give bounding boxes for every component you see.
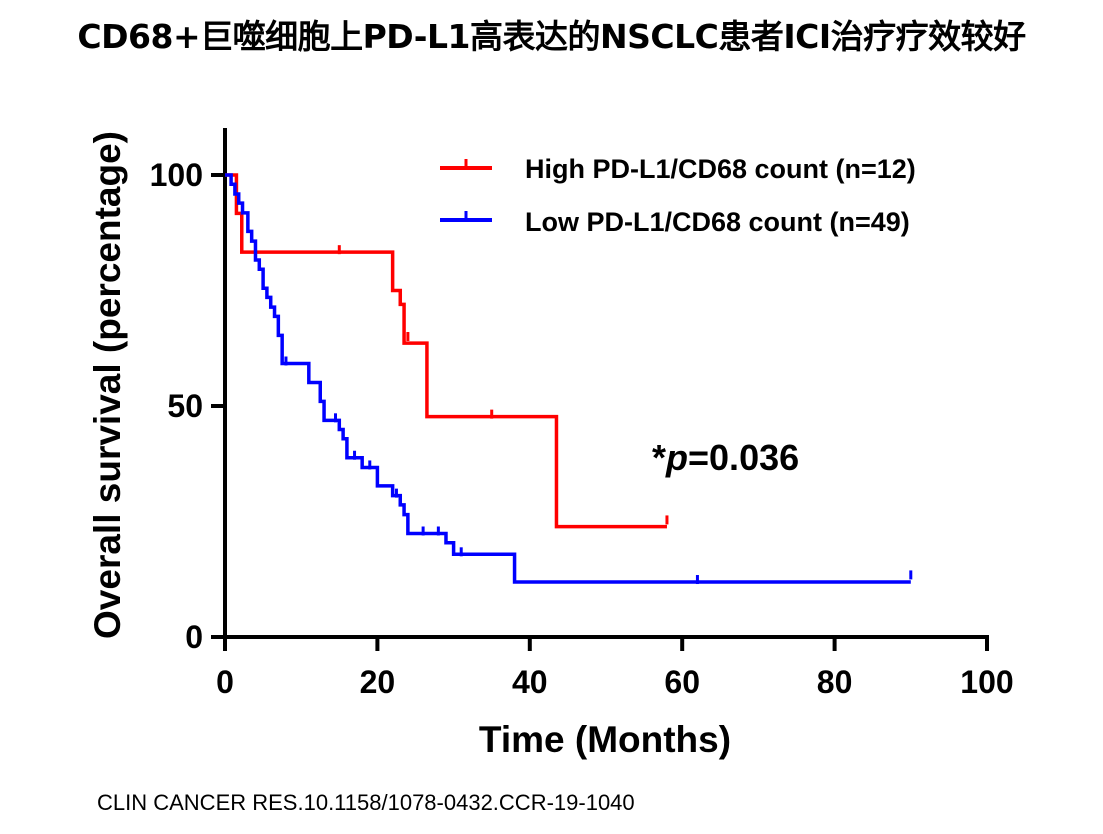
legend: High PD-L1/CD68 count (n=12) Low PD-L1/C… bbox=[440, 154, 916, 237]
legend-label-low: Low PD-L1/CD68 count (n=49) bbox=[525, 207, 910, 237]
legend-item-high: High PD-L1/CD68 count (n=12) bbox=[440, 154, 916, 184]
x-tick-label: 40 bbox=[512, 664, 548, 700]
y-tick-label: 50 bbox=[167, 388, 203, 424]
p-value-annotation: *p=0.036 bbox=[652, 437, 799, 478]
survival-curve-low bbox=[225, 173, 911, 584]
km-chart: 0 20 40 60 80 100 0 50 100 High PD-L1/CD68 count… bbox=[87, 128, 1014, 760]
y-tick-label: 100 bbox=[150, 157, 203, 193]
x-tick-label: 80 bbox=[817, 664, 853, 700]
x-tick-label: 100 bbox=[960, 664, 1013, 700]
y-axis-title: Overall survival (percentage) bbox=[87, 131, 128, 639]
x-tick-label: 20 bbox=[360, 664, 396, 700]
p-value-symbol: p bbox=[665, 437, 688, 478]
p-value-star: * bbox=[652, 437, 666, 478]
axes: 0 20 40 60 80 100 0 50 100 bbox=[150, 128, 1014, 700]
x-tick-label: 60 bbox=[664, 664, 700, 700]
legend-item-low: Low PD-L1/CD68 count (n=49) bbox=[440, 207, 910, 237]
plot-area bbox=[225, 173, 913, 585]
legend-label-high: High PD-L1/CD68 count (n=12) bbox=[525, 154, 916, 184]
chart-title: CD68+巨噬细胞上PD-L1高表达的NSCLC患者ICI治疗疗效较好 bbox=[77, 17, 1026, 56]
p-value-number: =0.036 bbox=[688, 437, 799, 478]
x-axis-title: Time (Months) bbox=[479, 719, 731, 760]
citation: CLIN CANCER RES.10.1158/1078-0432.CCR-19… bbox=[97, 790, 635, 815]
x-tick-label: 0 bbox=[216, 664, 234, 700]
y-tick-label: 0 bbox=[185, 619, 203, 655]
